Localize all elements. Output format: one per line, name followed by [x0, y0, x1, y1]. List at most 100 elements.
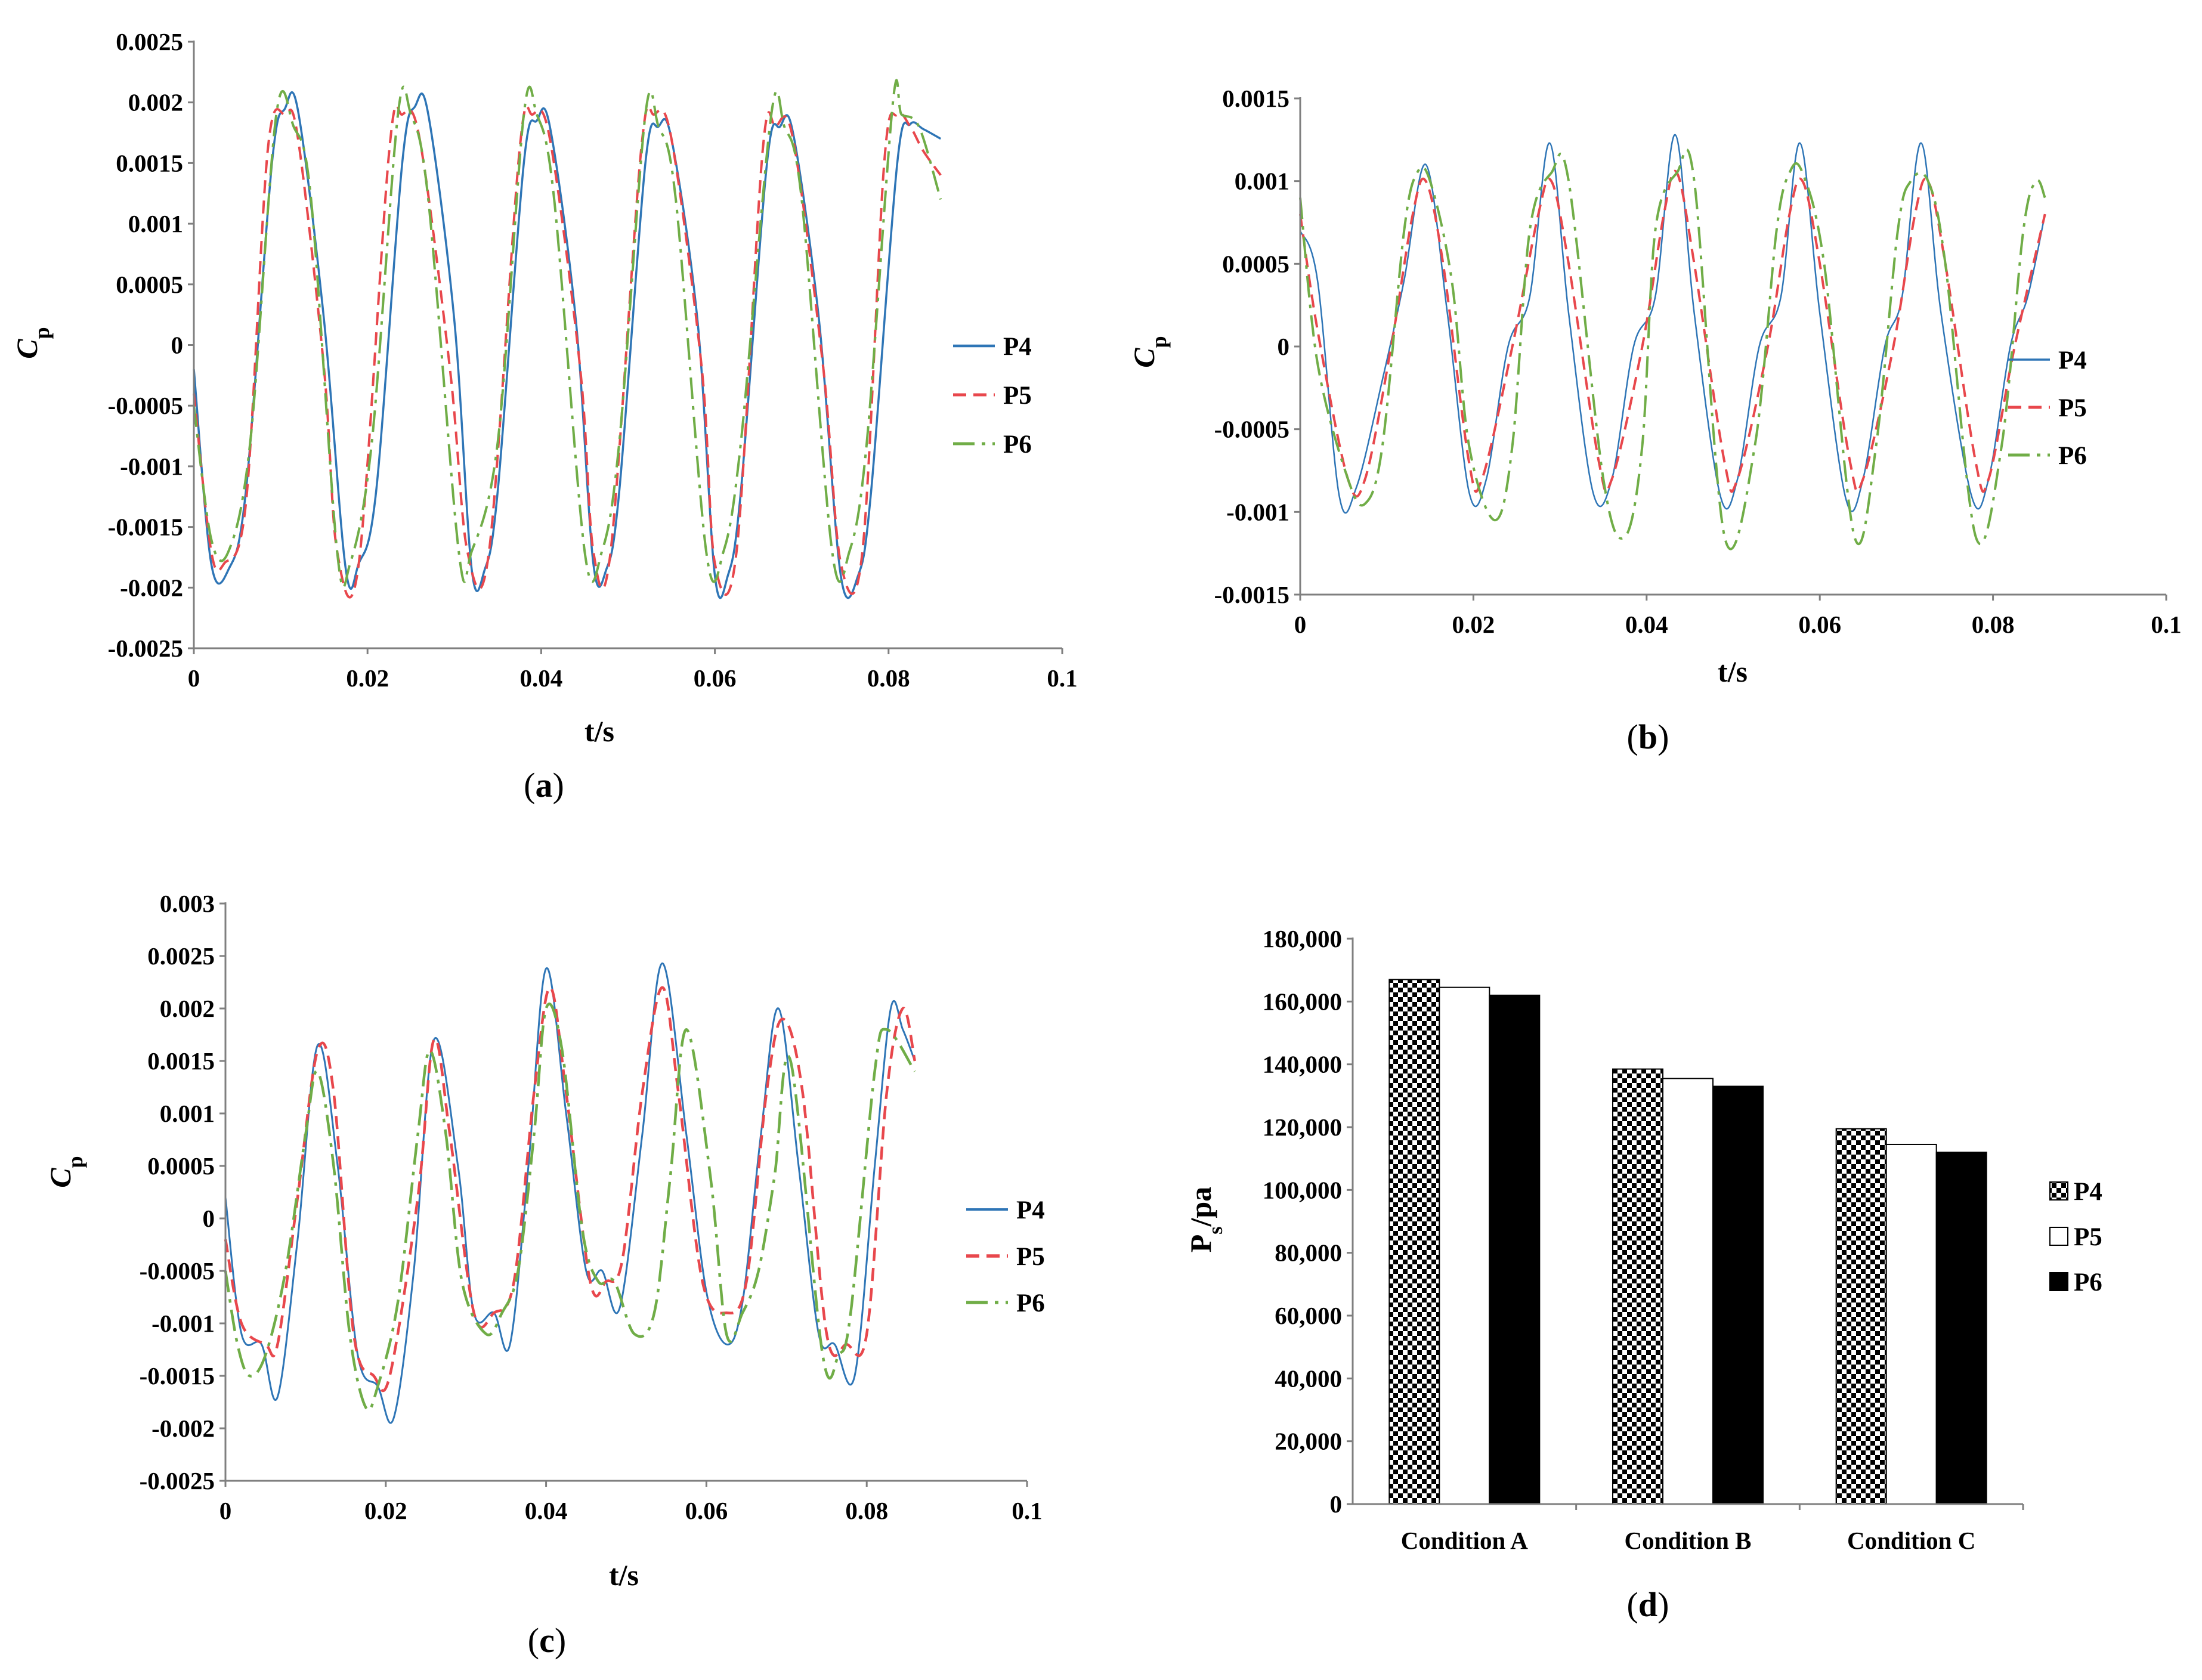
panel-c-xtick-label: 0.04 — [525, 1497, 568, 1524]
panel-d-legend-label-p4: P4 — [2074, 1178, 2102, 1206]
panel-d-ytick-label: 40,000 — [1275, 1365, 1342, 1392]
panel-b-xtick-label: 0.04 — [1625, 611, 1668, 638]
panel-b-xtick-label: 0.08 — [1972, 611, 2015, 638]
panel-a-ytick-label: -0.0015 — [108, 513, 183, 541]
panel-d-ytick-label: 0 — [1330, 1490, 1343, 1518]
panel-a-ticks: -0.0025 -0.002 -0.0015 -0.001 -0.0005 0 0.0005… — [108, 28, 1078, 692]
panel-a-xtick-label: 0.04 — [520, 664, 563, 692]
panel-c-ytick-label: 0.0025 — [147, 942, 215, 970]
panel-b-legend-label-p6: P6 — [2058, 442, 2087, 470]
panel-a-xtick-label: 0 — [188, 664, 200, 692]
panel-b-xtick-label: 0 — [1294, 611, 1307, 638]
panel-b-series-p5 — [1299, 169, 2046, 498]
panel-c-ytick-label: 0.0005 — [147, 1152, 215, 1180]
panel-d-bar-p5-condition-c — [1885, 1143, 1937, 1505]
panel-a-ytick-label: -0.001 — [120, 453, 183, 480]
panel-d-ytick-label: 100,000 — [1263, 1176, 1342, 1203]
panel-a-series-p4 — [193, 91, 942, 599]
panel-d-bar-p6-condition-a — [1489, 994, 1541, 1505]
panel-a-legend: P4 P5 P6 — [953, 333, 1032, 459]
panel-b-ytick-label: -0.001 — [1226, 498, 1289, 525]
panel-a-ytick-label: -0.0005 — [108, 392, 183, 419]
panel-d-ylabel: Ps/pa — [1184, 1187, 1227, 1252]
panel-a-series-p5 — [193, 104, 942, 599]
panel-d-category-label: Condition C — [1847, 1527, 1975, 1554]
panel-b-legend-label-p4: P4 — [2058, 346, 2087, 375]
panel-c-legend: P4 P5 P6 — [966, 1196, 1045, 1317]
panel-a-ylabel: Cp — [10, 327, 54, 358]
panel-a-xlabel: t/s — [584, 714, 614, 748]
panel-a-xtick-label: 0.02 — [346, 664, 389, 692]
panel-c-xtick-label: 0 — [219, 1497, 232, 1524]
panel-c-ytick-label: 0.001 — [160, 1100, 215, 1127]
panel-b-ylabel: Cp — [1127, 336, 1171, 367]
panel-d-bar-p6-condition-c — [1935, 1152, 1987, 1505]
panel-d-caption: (d) — [1627, 1585, 1669, 1624]
panel-b-xtick-label: 0.06 — [1798, 611, 1841, 638]
panel-c-ytick-label: -0.0025 — [140, 1467, 215, 1495]
panel-c-series-p6 — [224, 1003, 916, 1412]
panel-d-ytick-label: 60,000 — [1275, 1302, 1342, 1329]
panel-a-ytick-label: 0.0005 — [116, 271, 183, 298]
panel-b-axes — [1299, 97, 2166, 596]
panel-d-legend-label-p5: P5 — [2074, 1223, 2102, 1251]
panel-a-ytick-label: 0.0015 — [116, 149, 183, 177]
panel-d-ytick-label: 20,000 — [1275, 1428, 1342, 1455]
panel-a-axes — [193, 41, 1062, 649]
panel-c-xtick-label: 0.1 — [1012, 1497, 1042, 1524]
panel-c-xtick-label: 0.02 — [364, 1497, 407, 1524]
panel-d-legend-swatch-p6 — [2049, 1272, 2068, 1291]
panel-b-legend-label-p5: P5 — [2058, 394, 2087, 422]
panel-b-series — [1299, 134, 2046, 550]
panel-d-bars — [1388, 979, 1987, 1505]
panel-c-ticks: -0.0025 -0.002 -0.0015 -0.001 -0.0005 0 0.0005… — [140, 890, 1043, 1524]
panel-b-ytick-label: 0.001 — [1235, 168, 1289, 195]
panel-a-legend-label-p4: P4 — [1003, 333, 1032, 361]
panel-d-bar-p4-condition-c — [1835, 1128, 1887, 1505]
panel-c-ytick-label: 0.002 — [160, 995, 215, 1022]
panel-d-bar-p6-condition-b — [1712, 1085, 1764, 1505]
panel-b-xlabel: t/s — [1718, 655, 1748, 688]
panel-c-ytick-label: -0.0005 — [140, 1257, 215, 1285]
panel-c-xtick-label: 0.06 — [685, 1497, 728, 1524]
panel-c-ytick-label: -0.002 — [151, 1415, 215, 1442]
panel-a-ytick-label: 0.001 — [128, 210, 183, 237]
panel-d-axes — [1351, 938, 2023, 1505]
panel-c-xtick-label: 0.08 — [845, 1497, 888, 1524]
panel-c: -0.0025 -0.002 -0.0015 -0.001 -0.0005 0 0.0005… — [44, 890, 1045, 1660]
panel-b-ytick-label: -0.0015 — [1214, 581, 1289, 608]
panel-b-ytick-label: 0 — [1278, 333, 1290, 360]
panel-d-ytick-label: 140,000 — [1263, 1051, 1342, 1078]
panel-d-bar-p5-condition-a — [1439, 986, 1490, 1505]
panel-c-ytick-label: -0.001 — [151, 1310, 215, 1337]
panel-a-legend-label-p5: P5 — [1003, 382, 1032, 410]
panel-c-series-p5 — [224, 986, 917, 1393]
panel-a: -0.0025 -0.002 -0.0015 -0.001 -0.0005 0 0.0005… — [10, 28, 1078, 805]
panel-b-series-p4 — [1299, 134, 2046, 514]
panel-d-legend: P4 P5 P6 — [2049, 1178, 2102, 1297]
panel-b-ytick-label: -0.0005 — [1214, 416, 1289, 443]
panel-c-ytick-label: 0.0015 — [147, 1047, 215, 1075]
panel-a-ytick-label: -0.002 — [120, 574, 183, 601]
panel-c-legend-label-p6: P6 — [1016, 1289, 1045, 1317]
panel-d-ytick-label: 80,000 — [1275, 1239, 1342, 1267]
panel-d: 0 20,000 40,000 60,000 80,000 100,000 120,000 1… — [1184, 925, 2102, 1624]
panel-a-legend-label-p6: P6 — [1003, 431, 1032, 459]
panel-b-xtick-label: 0.02 — [1452, 611, 1495, 638]
panel-b-ytick-label: 0.0015 — [1222, 85, 1289, 112]
panel-b-series-p6 — [1299, 148, 2046, 550]
panel-c-legend-label-p4: P4 — [1016, 1196, 1045, 1224]
panel-c-xlabel: t/s — [609, 1558, 639, 1592]
panel-b: -0.0015 -0.001 -0.0005 0 0.0005 0.001 0.0015 0 0… — [1127, 85, 2182, 756]
panel-d-legend-swatch-p4 — [2049, 1181, 2068, 1201]
panel-d-legend-label-p6: P6 — [2074, 1268, 2102, 1297]
panel-c-series-p4 — [224, 962, 916, 1424]
panel-b-ytick-label: 0.0005 — [1222, 250, 1289, 277]
panel-d-bar-p5-condition-b — [1662, 1078, 1714, 1505]
panel-a-xtick-label: 0.06 — [694, 664, 737, 692]
panel-d-ytick-label: 120,000 — [1263, 1113, 1342, 1141]
panel-d-legend-swatch-p5 — [2049, 1227, 2068, 1246]
panel-a-xtick-label: 0.1 — [1047, 664, 1077, 692]
panel-a-caption: (a) — [524, 766, 564, 805]
